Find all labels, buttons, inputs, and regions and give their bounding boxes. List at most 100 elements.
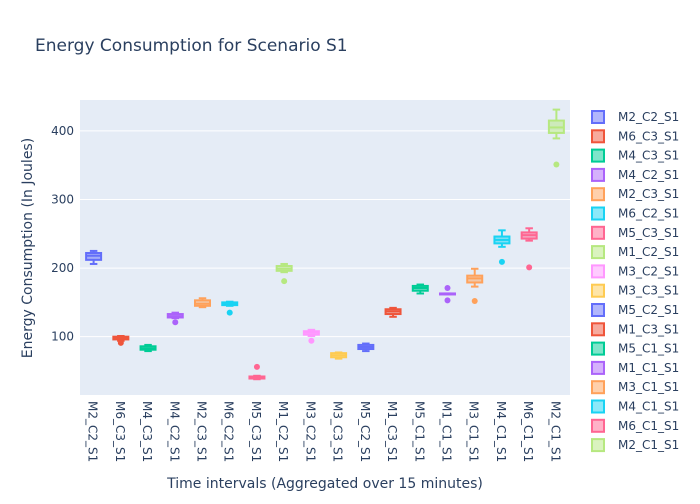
legend-label: M5_C2_S1 (618, 303, 679, 317)
x-tick-label: M6_C3_S1 (113, 401, 127, 462)
legend-label: M5_C3_S1 (618, 226, 679, 240)
legend-item-M6_C1_S1: M6_C1_S1 (591, 418, 679, 433)
legend: M2_C2_S1 M6_C3_S1 M4_C3_S1 M4_C2_S1 M2_C3_S1… (591, 110, 679, 453)
legend-label: M2_C3_S1 (618, 187, 679, 201)
legend-label: M1_C3_S1 (618, 322, 679, 336)
chart-title: Energy Consumption for Scenario S1 (35, 36, 348, 56)
legend-item-M5_C1_S1: M5_C1_S1 (591, 341, 679, 356)
x-tick-label: M4_C2_S1 (167, 401, 181, 462)
legend-label: M4_C3_S1 (618, 149, 679, 163)
legend-swatch (591, 399, 605, 414)
box-M1_C2_S1 (275, 262, 293, 285)
x-tick-label: M2_C2_S1 (86, 401, 100, 462)
legend-swatch (591, 360, 605, 375)
y-tick-labels: 100 200 300 400 (51, 124, 74, 344)
x-tick-label: M5_C3_S1 (249, 401, 263, 462)
legend-item-M3_C2_S1: M3_C2_S1 (591, 264, 679, 279)
box-M4_C3_S1 (139, 343, 157, 353)
legend-swatch (591, 148, 605, 163)
x-tick-label: M4_C3_S1 (140, 401, 154, 462)
legend-item-M5_C3_S1: M5_C3_S1 (591, 225, 679, 240)
x-tick-label: M3_C2_S1 (303, 401, 317, 462)
box-M3_C2_S1 (302, 328, 320, 344)
box-M4_C2_S1 (166, 311, 184, 326)
legend-label: M1_C1_S1 (618, 361, 679, 375)
outlier-point (444, 284, 451, 291)
x-tick-label: M5_C1_S1 (412, 401, 426, 462)
box-M6_C2_S1 (221, 300, 239, 316)
box-M1_C3_S1 (384, 306, 402, 318)
legend-label: M5_C1_S1 (618, 342, 679, 356)
x-tick-label: M2_C1_S1 (548, 401, 562, 462)
legend-label: M6_C2_S1 (618, 207, 679, 221)
legend-label: M2_C1_S1 (618, 438, 679, 452)
box-M6_C1_S1 (520, 227, 538, 271)
box-M2_C1_S1 (547, 108, 565, 168)
box-M5_C3_S1 (248, 363, 266, 381)
box-series (85, 108, 565, 381)
legend-swatch (591, 418, 605, 433)
x-tick-label: M5_C2_S1 (358, 401, 372, 462)
outlier-point (281, 278, 288, 285)
legend-label: M2_C2_S1 (618, 110, 679, 124)
outlier-point (553, 161, 560, 168)
legend-swatch (591, 264, 605, 279)
outlier-point (253, 363, 260, 370)
legend-label: M6_C3_S1 (618, 129, 679, 143)
legend-swatch (591, 129, 605, 144)
x-tick-label: M3_C3_S1 (331, 401, 345, 462)
outlier-point (526, 264, 533, 271)
y-tick-label: 100 (51, 330, 74, 344)
x-tick-label: M1_C2_S1 (276, 401, 290, 462)
outlier-point (172, 319, 179, 326)
legend-swatch (591, 245, 605, 260)
box-M5_C2_S1 (357, 342, 375, 353)
legend-item-M4_C1_S1: M4_C1_S1 (591, 399, 679, 414)
legend-item-M4_C2_S1: M4_C2_S1 (591, 167, 679, 182)
legend-item-M2_C1_S1: M2_C1_S1 (591, 438, 679, 453)
box-M2_C2_S1 (85, 249, 103, 265)
x-tick-label: M1_C1_S1 (440, 401, 454, 462)
legend-item-M4_C3_S1: M4_C3_S1 (591, 148, 679, 163)
legend-item-M1_C1_S1: M1_C1_S1 (591, 360, 679, 375)
y-gridlines (80, 130, 570, 338)
legend-swatch (591, 438, 605, 453)
outlier-point (444, 297, 451, 304)
legend-swatch (591, 206, 605, 221)
box-M3_C3_S1 (330, 351, 348, 360)
legend-swatch (591, 341, 605, 356)
x-tick-label: M6_C1_S1 (521, 401, 535, 462)
legend-item-M2_C2_S1: M2_C2_S1 (591, 110, 679, 124)
box-M1_C1_S1 (439, 284, 456, 304)
box-M4_C1_S1 (493, 229, 511, 265)
legend-label: M4_C2_S1 (618, 168, 679, 182)
legend-label: M6_C1_S1 (618, 419, 679, 433)
y-axis-label: Energy Consumption (In Joules) (20, 138, 36, 358)
box-M3_C1_S1 (466, 267, 484, 305)
box-M5_C1_S1 (411, 283, 429, 295)
legend-swatch (591, 380, 605, 395)
legend-label: M4_C1_S1 (618, 400, 679, 414)
outlier-point (498, 258, 505, 265)
y-tick-label: 400 (51, 124, 74, 138)
legend-label: M3_C2_S1 (618, 264, 679, 278)
legend-label: M1_C2_S1 (618, 245, 679, 259)
legend-item-M5_C2_S1: M5_C2_S1 (591, 303, 679, 317)
legend-label: M3_C3_S1 (618, 284, 679, 298)
y-tick-label: 200 (51, 261, 74, 275)
legend-swatch (591, 167, 605, 182)
box-M2_C3_S1 (194, 297, 211, 309)
legend-swatch (591, 322, 605, 337)
box-M6_C3_S1 (112, 335, 130, 346)
x-tick-label: M6_C2_S1 (222, 401, 236, 462)
legend-swatch (591, 110, 605, 124)
legend-item-M6_C3_S1: M6_C3_S1 (591, 129, 679, 144)
legend-item-M1_C3_S1: M1_C3_S1 (591, 322, 679, 337)
legend-item-M1_C2_S1: M1_C2_S1 (591, 245, 679, 260)
x-tick-label: M3_C1_S1 (467, 401, 481, 462)
x-tick-labels: M2_C2_S1 M6_C3_S1 M4_C3_S1 M4_C2_S1 M2_C3_S1… (86, 401, 563, 462)
legend-item-M6_C2_S1: M6_C2_S1 (591, 206, 679, 221)
x-tick-label: M1_C3_S1 (385, 401, 399, 462)
